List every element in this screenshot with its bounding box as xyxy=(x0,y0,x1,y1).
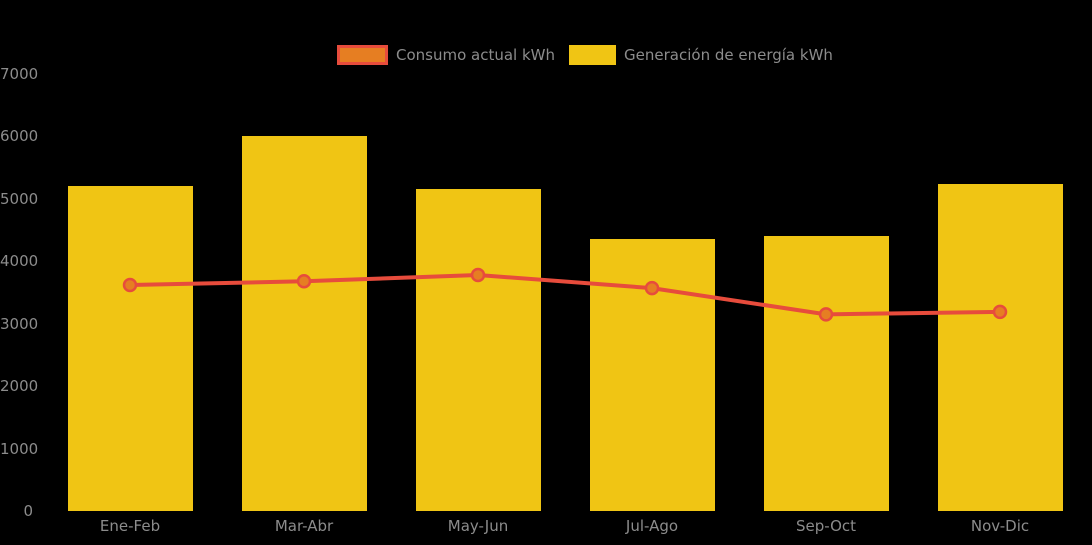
x-tick-label: Nov-Dic xyxy=(970,517,1030,535)
generation-bar[interactable] xyxy=(589,238,715,511)
line-series-swatch-icon xyxy=(337,45,388,65)
x-tick-label: Sep-Oct xyxy=(795,517,857,535)
y-tick-label: 3000 xyxy=(0,314,39,333)
x-tick-label: May-Jun xyxy=(447,517,509,535)
y-tick-label: 0 xyxy=(23,502,33,520)
x-tick-label: Mar-Abr xyxy=(274,517,334,535)
chart-legend: Consumo actual kWh Generación de energía… xyxy=(337,45,833,65)
y-tick-label: 2000 xyxy=(0,377,39,396)
x-tick-label: Jul-Ago xyxy=(625,517,679,535)
bar-series-swatch-icon xyxy=(569,45,617,65)
y-tick-label: 5000 xyxy=(0,189,39,208)
y-tick-label: 1000 xyxy=(0,439,39,458)
legend-item-consumo[interactable]: Consumo actual kWh xyxy=(337,45,555,65)
legend-label-consumo: Consumo actual kWh xyxy=(396,46,556,64)
legend-label-generacion: Generación de energía kWh xyxy=(624,46,833,64)
generation-bar[interactable] xyxy=(415,189,541,511)
generation-bar[interactable] xyxy=(763,236,889,511)
y-tick-label: 4000 xyxy=(0,252,39,271)
generation-bar[interactable] xyxy=(241,136,367,511)
generation-bar[interactable] xyxy=(937,183,1063,511)
x-tick-label: Ene-Feb xyxy=(99,517,161,535)
generation-bar[interactable] xyxy=(67,186,193,511)
y-tick-label: 6000 xyxy=(0,127,39,146)
y-tick-label: 7000 xyxy=(0,65,39,83)
legend-item-generacion[interactable]: Generación de energía kWh xyxy=(569,45,833,65)
